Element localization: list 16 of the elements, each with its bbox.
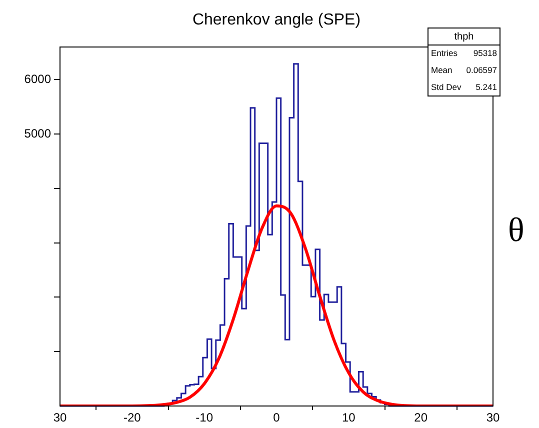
text: Mean 0.06597 <box>431 64 497 75</box>
text: θ <box>508 212 524 249</box>
x-tick-label: -10 <box>196 410 214 425</box>
y-tick-label: 6000 <box>24 72 52 86</box>
y-tick-label: 5000 <box>24 126 52 140</box>
line-series <box>60 204 493 406</box>
text: Entries 95318 <box>431 48 497 58</box>
x-tick-label: 0 <box>273 410 280 425</box>
text: Std Dev 5.241 <box>431 82 497 92</box>
x-tick-label: 20 <box>414 410 428 425</box>
text: thph <box>454 31 474 42</box>
chart-title: Cherenkov angle (SPE) <box>192 11 361 28</box>
x-tick-label: 30 <box>53 410 67 425</box>
x-tick-label: -20 <box>123 410 142 425</box>
x-tick-label: 10 <box>342 410 356 425</box>
x-tick-label: 30 <box>486 410 500 425</box>
